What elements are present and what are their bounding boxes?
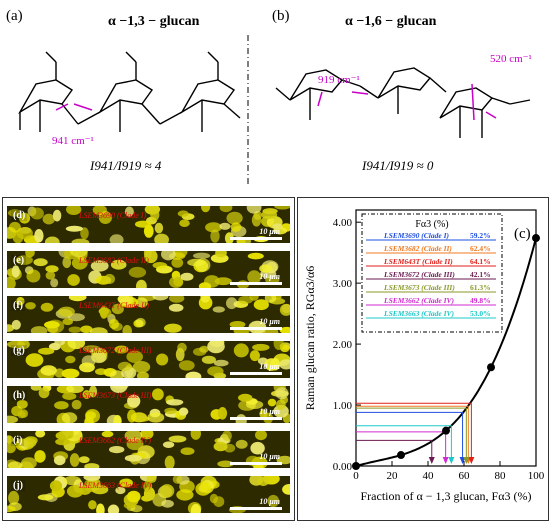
legend-box (361, 213, 503, 333)
legend-strain-name: LSEM3662 (Clade IV) (383, 296, 455, 305)
legend-strain-value: 62.4% (470, 244, 491, 253)
strain-name: LSEM3673 (Clade III) (79, 391, 152, 400)
raman-map-strip: (e) LSEM3682 (Clade II) 10 μm (7, 251, 290, 288)
scale-bar (230, 327, 282, 330)
strain-name: LSEM3672 (Clade III) (79, 346, 152, 355)
calibration-point (487, 363, 495, 372)
y-tick-label: 2.00 (333, 339, 353, 351)
strip-panel-label: (i) (11, 435, 25, 446)
scale-bar-label: 10 μm (259, 227, 280, 236)
strain-arrowhead (448, 457, 455, 464)
scale-bar (230, 462, 282, 465)
strip-panel-label: (j) (11, 480, 25, 491)
y-tick-label: 3.00 (333, 278, 353, 290)
raman-ratio-chart: 0 20 40 60 80 100 0.00 1.00 2.00 3.00 4.00 Fraction… (297, 197, 549, 521)
scale-bar-label: 10 μm (259, 317, 280, 326)
scale-bar-label: 10 μm (259, 497, 280, 506)
legend-strain-name: LSEM3663 (Clade IV) (383, 309, 455, 318)
legend-strain-name: LSEM643T (Clade II) (383, 257, 453, 266)
y-tick-label: 1.00 (333, 400, 353, 412)
scale-bar-label: 10 μm (259, 362, 280, 371)
strain-arrowhead (463, 457, 470, 464)
legend-strain-value: 59.2% (470, 231, 491, 240)
legend-strain-value: 42.1% (470, 270, 491, 279)
raman-map-image (7, 476, 290, 513)
raman-map-image (7, 341, 290, 378)
legend-strain-value: 49.8% (470, 296, 491, 305)
wavenumber-520: 520 cm⁻¹ (490, 53, 532, 65)
legend-strain-value: 53.0% (470, 309, 491, 318)
wavenumber-919: 919 cm⁻¹ (318, 74, 360, 86)
legend-strain-name: LSEM3673 (Clade III) (383, 283, 455, 292)
strip-panel-label: (f) (11, 300, 25, 311)
scale-bar (230, 237, 282, 240)
panel-a-label: (a) (6, 8, 23, 24)
y-tick-label: 0.00 (333, 461, 353, 473)
strain-name: LSEM3690 (Clade I) (79, 211, 147, 220)
calibration-point (532, 234, 540, 243)
scale-bar (230, 507, 282, 510)
ratio-alpha13: I941/I919 ≈ 4 (90, 158, 162, 173)
strip-panel-label: (h) (11, 390, 28, 401)
scale-bar-label: 10 μm (259, 452, 280, 461)
strain-name: LSEM3663 (Clade IV) (79, 481, 151, 490)
scale-bar-label: 10 μm (259, 407, 280, 416)
strain-name: LSEM3662 (Clade IV) (79, 436, 151, 445)
legend-strain-name: LSEM3682 (Clade II) (383, 244, 452, 253)
chart-svg: 0 20 40 60 80 100 0.00 1.00 2.00 3.00 4.00 Fraction… (303, 209, 545, 503)
x-tick-label: 40 (423, 470, 435, 482)
scale-bar-label: 10 μm (259, 272, 280, 281)
raman-map-strip: (j) LSEM3663 (Clade IV) 10 μm (7, 476, 290, 513)
strip-panel-label: (g) (11, 345, 27, 356)
calibration-point (397, 451, 405, 460)
x-tick-label: 80 (495, 470, 507, 482)
scale-bar (230, 282, 282, 285)
calibration-point (352, 462, 360, 470)
x-tick-label: 60 (459, 470, 471, 482)
raman-maps-panel: (d) LSEM3690 (Clade I) 10 μm (e) LSEM3682 (C… (2, 197, 295, 521)
strain-name: LSEM3682 (Clade II) (79, 256, 149, 265)
strain-name: LSEM643T (Clade II) (79, 301, 150, 310)
raman-map-strip: (h) LSEM3673 (Clade III) 10 μm (7, 386, 290, 423)
alpha16-title: α −1,6 − glucan (345, 14, 437, 29)
raman-map-strip: (d) LSEM3690 (Clade I) 10 μm (7, 206, 290, 243)
x-axis-label: Fraction of α − 1,3 glucan, Fα3 (%) (361, 489, 532, 503)
strain-arrowhead (442, 457, 449, 464)
legend-strain-name: LSEM3690 (Clade I) (383, 231, 450, 240)
raman-map-strip: (f) LSEM643T (Clade II) 10 μm (7, 296, 290, 333)
x-tick-label: 20 (387, 470, 399, 482)
alpha13-title: α −1,3 − glucan (108, 14, 200, 29)
x-tick-label: 0 (353, 470, 359, 482)
legend-strain-value: 64.1% (470, 257, 491, 266)
ratio-alpha16: I941/I919 ≈ 0 (362, 158, 434, 173)
raman-map-image (7, 386, 290, 423)
raman-map-strip: (g) LSEM3672 (Clade III) 10 μm (7, 341, 290, 378)
legend-strain-name: LSEM3672 (Clade III) (383, 270, 455, 279)
legend-strain-value: 61.3% (470, 283, 491, 292)
calibration-point (442, 426, 450, 435)
structures-panel: (a) (b) α −1,3 − glucan α −1,6 − glucan … (0, 0, 550, 190)
y-tick-label: 4.00 (333, 217, 353, 229)
strain-arrowhead (428, 457, 435, 464)
scale-bar (230, 372, 282, 375)
raman-map-image (7, 251, 280, 288)
panel-c-label: (c) (514, 226, 531, 242)
raman-map-image (7, 206, 290, 243)
y-axis-label: Raman glucan ratio, RGα3/α6 (303, 266, 317, 411)
panel-b-label: (b) (272, 8, 290, 24)
raman-map-strip: (i) LSEM3662 (Clade IV) 10 μm (7, 431, 290, 468)
glucan-structures (18, 35, 531, 185)
legend-title: Fα3 (%) (415, 219, 448, 230)
strip-panel-label: (d) (11, 210, 28, 221)
scale-bar (230, 417, 282, 420)
strain-arrowhead (459, 457, 466, 464)
strip-panel-label: (e) (11, 255, 27, 266)
x-tick-label: 100 (528, 470, 545, 482)
plot-area (355, 209, 537, 467)
wavenumber-941: 941 cm⁻¹ (52, 135, 94, 147)
strain-arrowhead (468, 457, 475, 464)
